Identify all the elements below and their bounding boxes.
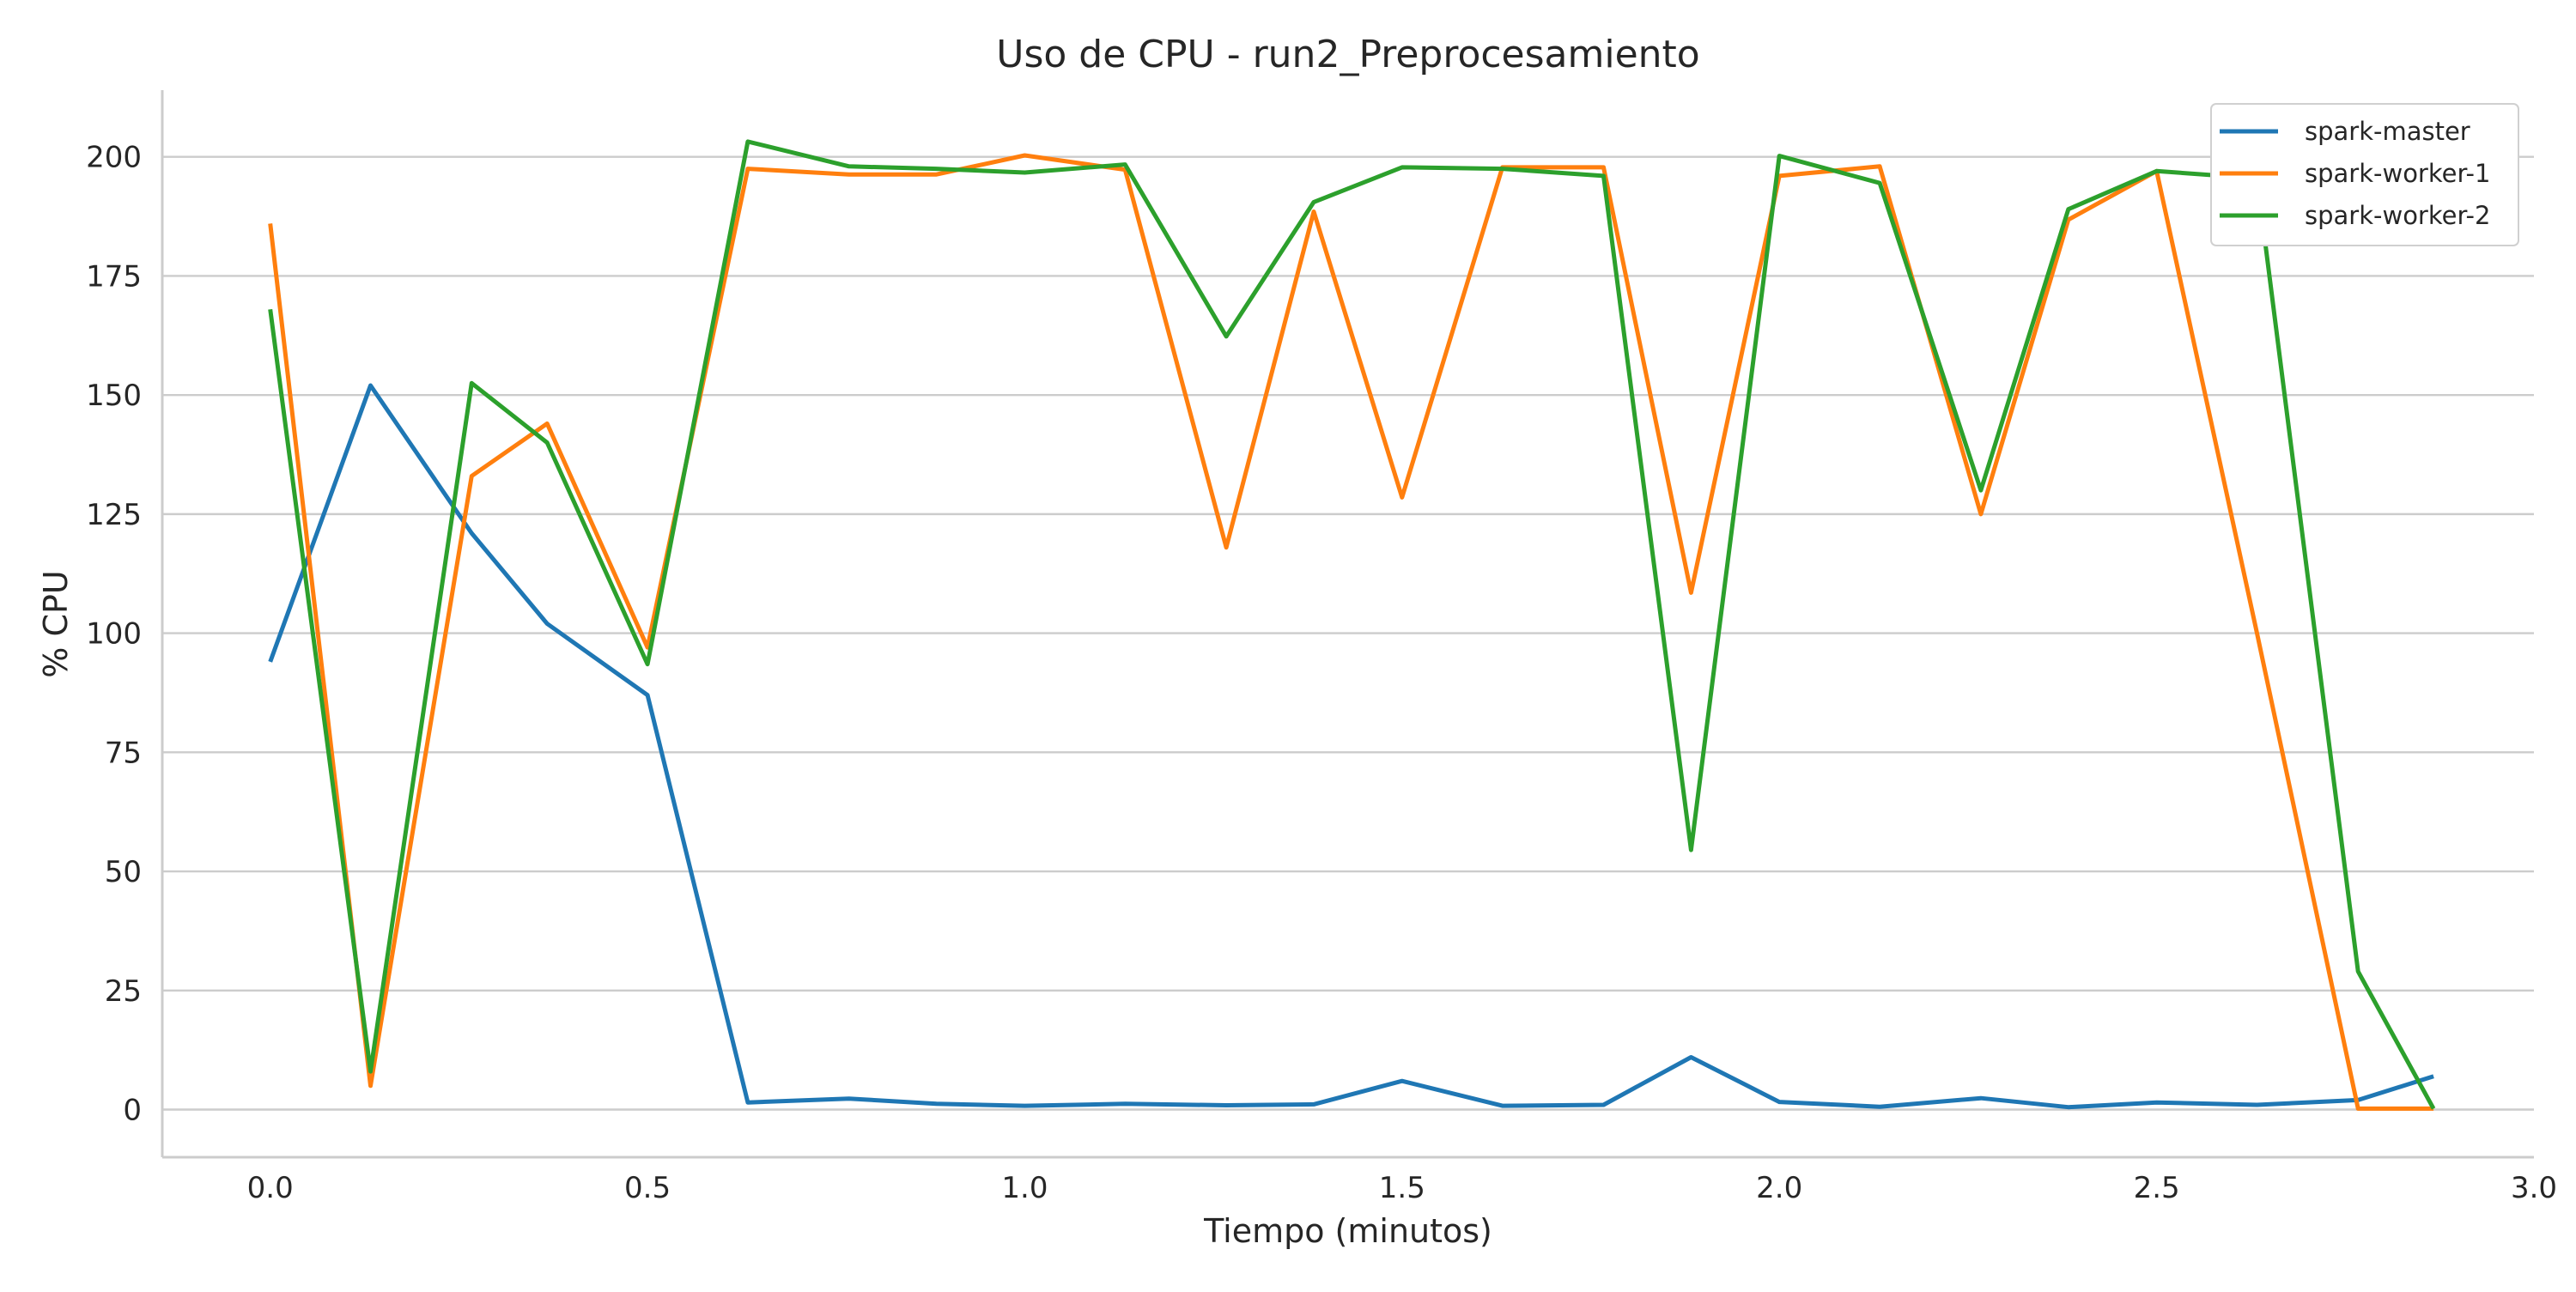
x-tick-label: 0.0 <box>247 1171 294 1205</box>
series-line-spark-worker-1 <box>268 153 2434 1111</box>
legend-label-spark-master: spark-master <box>2305 117 2470 146</box>
y-tick-label: 75 <box>105 736 142 770</box>
x-tick-label: 1.0 <box>1001 1171 1048 1205</box>
legend-frame <box>2210 103 2519 246</box>
x-tick-label: 2.0 <box>1756 1171 1802 1205</box>
y-tick-label: 150 <box>86 379 142 413</box>
x-tick-label: 0.5 <box>624 1171 671 1205</box>
tick-labels: 0 25 50 75 100 125 150 175 200 0.0 0.5 1.0 1.5 2.0 2.5… <box>86 141 2557 1205</box>
series-line-spark-master <box>268 383 2434 1110</box>
x-tick-label: 1.5 <box>1379 1171 1425 1205</box>
y-tick-label: 50 <box>105 855 142 889</box>
y-tick-label: 175 <box>86 259 142 294</box>
x-tick-label: 3.0 <box>2511 1171 2557 1205</box>
x-axis-label: Tiempo (minutos) <box>1203 1212 1492 1250</box>
y-tick-label: 100 <box>86 617 142 652</box>
chart-title: Uso de CPU - run2_Preprocesamiento <box>996 33 1699 76</box>
legend-label-spark-worker-1: spark-worker-1 <box>2305 159 2490 188</box>
series-lines <box>268 139 2436 1111</box>
y-tick-label: 25 <box>105 974 142 1009</box>
y-tick-label: 0 <box>123 1094 142 1128</box>
axes <box>161 90 2534 1159</box>
grid-lines <box>162 155 2534 1111</box>
legend: spark-master spark-worker-1 spark-worker-2 <box>2210 103 2519 246</box>
series-line-spark-worker-2 <box>268 139 2436 1110</box>
y-tick-label: 200 <box>86 141 142 175</box>
y-axis-label: % CPU <box>37 570 75 677</box>
legend-label-spark-worker-2: spark-worker-2 <box>2305 201 2490 230</box>
x-tick-label: 2.5 <box>2134 1171 2180 1205</box>
y-tick-label: 125 <box>86 498 142 532</box>
